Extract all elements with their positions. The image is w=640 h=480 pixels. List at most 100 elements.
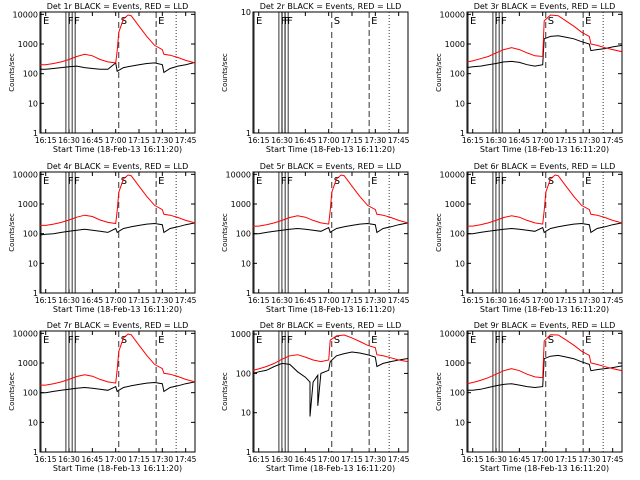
y-tick-label: 100 [23, 70, 38, 79]
flag-label: F [287, 16, 293, 27]
y-tick-label: 10000 [440, 170, 465, 179]
y-tick-label: 100 [23, 389, 38, 398]
panel-det-5: Det 5r BLACK = Events, RED = LLD E F F S E 1 10… [221, 162, 410, 314]
y-tick-label: 1000 [445, 359, 465, 368]
y-tick-label: 1000 [18, 40, 38, 49]
flag-label: F [74, 335, 80, 346]
x-tick-label: 17:00 [318, 136, 340, 145]
x-tick-label: 17:30 [365, 455, 387, 464]
axes-frame [252, 330, 409, 453]
x-tick-label: 16:45 [82, 136, 104, 145]
flag-label: F [68, 335, 74, 346]
y-tick-label: 100 [236, 230, 251, 239]
flag-label: E [256, 176, 262, 187]
x-axis-label: Start Time (18-Feb-13 16:11:20) [480, 145, 609, 154]
x-tick-label: 16:15 [462, 455, 484, 464]
x-tick-label: 17:45 [175, 136, 197, 145]
x-tick-label: 16:45 [82, 296, 104, 305]
flag-label: E [256, 16, 262, 27]
flag-label: F [284, 16, 290, 27]
y-axis-label: Counts/sec [221, 213, 229, 252]
y-axis-label: Counts/sec [8, 53, 16, 92]
flag-label: S [121, 16, 127, 27]
series-lld-line [40, 174, 195, 226]
y-tick-label: 10000 [440, 329, 465, 338]
flag-label: F [74, 16, 80, 27]
x-tick-label: 17:00 [105, 455, 127, 464]
flag-label: F [74, 176, 80, 187]
series-lld-line [253, 334, 408, 371]
x-axis-label: Start Time (18-Feb-13 16:11:20) [53, 464, 182, 473]
axes-frame [252, 171, 409, 294]
y-tick-label: 1 [246, 129, 251, 138]
y-tick-label: 10 [455, 259, 465, 268]
x-tick-label: 17:45 [602, 136, 624, 145]
x-tick-label: 17:30 [579, 296, 601, 305]
y-axis-label: Counts/sec [8, 372, 16, 411]
y-tick-label: 1000 [18, 200, 38, 209]
series-events-line [253, 222, 408, 235]
y-tick-label: 10 [455, 418, 465, 427]
x-tick-label: 17:00 [532, 296, 554, 305]
y-tick-label: 10000 [226, 170, 251, 179]
flag-label: E [371, 176, 377, 187]
flag-label: F [501, 335, 507, 346]
x-axis-label: Start Time (18-Feb-13 16:11:20) [480, 464, 609, 473]
x-tick-label: 17:30 [152, 296, 174, 305]
y-tick-label: 1 [33, 289, 38, 298]
plot-area: E FFF S E [253, 12, 390, 133]
flag-label: F [287, 176, 293, 187]
y-axis-label: Counts/sec [221, 372, 229, 411]
x-tick-label: 16:15 [35, 296, 57, 305]
x-tick-label: 16:30 [58, 136, 80, 145]
series-lld-line [253, 174, 408, 227]
panel-det-9: Det 9r BLACK = Events, RED = LLD E F F S E 1 10… [435, 321, 624, 473]
x-tick-label: 17:45 [388, 296, 410, 305]
flag-label: F [495, 16, 501, 27]
x-tick-label: 16:45 [295, 296, 317, 305]
x-tick-label: 17:00 [532, 136, 554, 145]
series-events-line [467, 222, 622, 235]
x-tick-label: 17:30 [152, 136, 174, 145]
y-tick-label: 1 [33, 129, 38, 138]
panel-det-4: Det 4r BLACK = Events, RED = LLD E F F S E 1 10… [8, 162, 197, 314]
x-tick-label: 17:30 [365, 136, 387, 145]
flag-label: E [585, 176, 591, 187]
series-events-line [253, 351, 408, 417]
y-tick-label: 100 [236, 369, 251, 378]
flag-label: E [470, 335, 476, 346]
x-tick-label: 17:45 [602, 455, 624, 464]
panel-title: Det 9r BLACK = Events, RED = LLD [474, 321, 616, 330]
x-tick-label: 17:30 [152, 455, 174, 464]
flag-label: E [43, 335, 49, 346]
x-tick-label: 16:30 [271, 136, 293, 145]
x-tick-label: 16:15 [248, 136, 270, 145]
flag-label: E [158, 16, 164, 27]
x-tick-label: 17:15 [128, 296, 150, 305]
y-tick-label: 100 [450, 70, 465, 79]
x-tick-label: 16:45 [82, 455, 104, 464]
y-axis-label: Counts/sec [435, 213, 443, 252]
flag-label: S [548, 16, 554, 27]
flag-label: S [548, 176, 554, 187]
flag-label: S [121, 335, 127, 346]
flag-label: E [585, 335, 591, 346]
panel-title: Det 5r BLACK = Events, RED = LLD [260, 162, 402, 171]
x-tick-label: 17:30 [579, 136, 601, 145]
x-tick-label: 16:15 [248, 296, 270, 305]
panel-det-3: Det 3r BLACK = Events, RED = LLD E F F S E 1 10… [435, 2, 624, 154]
x-tick-label: 17:15 [341, 296, 363, 305]
panel-title: Det 4r BLACK = Events, RED = LLD [47, 162, 189, 171]
y-tick-label: 1000 [231, 200, 251, 209]
x-tick-label: 17:15 [128, 136, 150, 145]
flag-label: E [371, 335, 377, 346]
x-tick-label: 16:15 [462, 136, 484, 145]
flag-label: F [281, 16, 287, 27]
x-axis-label: Start Time (18-Feb-13 16:11:20) [266, 305, 395, 314]
x-axis-label: Start Time (18-Feb-13 16:11:20) [480, 305, 609, 314]
x-axis-label: Start Time (18-Feb-13 16:11:20) [266, 464, 395, 473]
